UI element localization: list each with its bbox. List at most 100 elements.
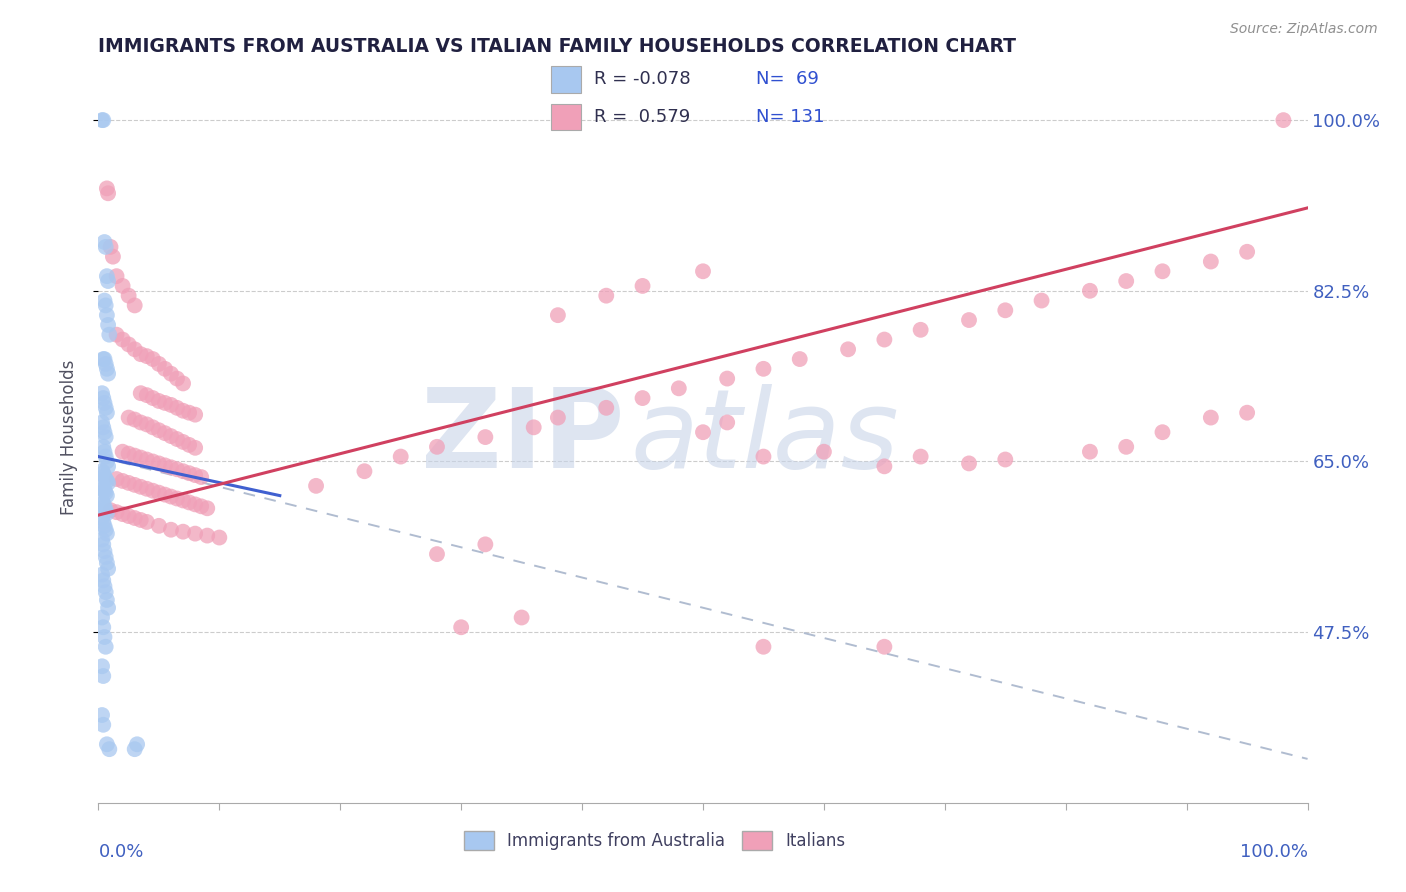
Text: ZIP: ZIP xyxy=(420,384,624,491)
Point xyxy=(96,526,118,541)
Point xyxy=(91,496,114,510)
Point xyxy=(91,567,114,582)
Point xyxy=(96,181,118,195)
Point xyxy=(129,480,152,494)
Point xyxy=(426,440,449,454)
Point xyxy=(91,391,114,405)
Point xyxy=(172,403,194,417)
Point xyxy=(127,737,149,751)
Point xyxy=(135,482,157,496)
Point xyxy=(184,526,207,541)
Point xyxy=(910,323,932,337)
Point xyxy=(190,470,212,484)
Point xyxy=(91,420,114,434)
Text: R = -0.078: R = -0.078 xyxy=(595,70,690,88)
Point xyxy=(93,630,115,644)
Point xyxy=(94,430,117,444)
Point xyxy=(97,318,120,332)
Text: R =  0.579: R = 0.579 xyxy=(595,108,690,126)
Point xyxy=(97,367,120,381)
Point xyxy=(305,479,328,493)
Point xyxy=(96,474,118,488)
Point xyxy=(426,547,449,561)
Point xyxy=(752,361,775,376)
Point xyxy=(135,388,157,402)
Point xyxy=(172,434,194,449)
Text: IMMIGRANTS FROM AUSTRALIA VS ITALIAN FAMILY HOUSEHOLDS CORRELATION CHART: IMMIGRANTS FROM AUSTRALIA VS ITALIAN FAM… xyxy=(98,37,1017,56)
Point xyxy=(105,472,128,486)
Point xyxy=(153,426,176,441)
Point xyxy=(172,524,194,539)
Point xyxy=(91,113,114,128)
Point xyxy=(692,264,714,278)
Text: 100.0%: 100.0% xyxy=(1240,843,1308,861)
Point xyxy=(1031,293,1053,308)
Point xyxy=(166,462,188,476)
Point xyxy=(184,497,207,511)
Y-axis label: Family Households: Family Households xyxy=(59,359,77,515)
Point xyxy=(118,475,141,490)
Point xyxy=(91,610,114,624)
Point xyxy=(184,441,207,455)
Point xyxy=(94,640,117,654)
Point xyxy=(111,333,134,347)
Point xyxy=(668,381,690,395)
Point xyxy=(94,585,117,599)
Point xyxy=(142,420,165,434)
Point xyxy=(105,505,128,519)
Point xyxy=(101,250,124,264)
Point xyxy=(957,313,980,327)
Point xyxy=(1115,440,1137,454)
Point xyxy=(98,742,121,756)
Point xyxy=(190,500,212,514)
Point xyxy=(166,491,188,506)
Point xyxy=(166,401,188,415)
Point xyxy=(98,327,121,342)
Point xyxy=(96,556,118,570)
Point xyxy=(93,483,115,498)
Point xyxy=(93,425,115,440)
Point xyxy=(93,396,115,410)
Point xyxy=(595,401,617,415)
Point xyxy=(91,669,114,683)
Point xyxy=(148,357,170,371)
Point xyxy=(1199,254,1222,268)
Point xyxy=(631,279,654,293)
Point xyxy=(124,742,146,756)
Point xyxy=(93,293,115,308)
Point xyxy=(124,298,146,312)
Point xyxy=(450,620,472,634)
Point xyxy=(118,447,141,461)
Point xyxy=(172,464,194,478)
Point xyxy=(789,352,811,367)
Point xyxy=(96,737,118,751)
Point xyxy=(837,343,859,357)
Point xyxy=(873,333,896,347)
Point xyxy=(184,468,207,483)
Point xyxy=(129,386,152,401)
Point xyxy=(94,401,117,415)
Point xyxy=(129,513,152,527)
Point xyxy=(994,303,1017,318)
Point xyxy=(135,417,157,432)
Point xyxy=(91,416,114,430)
Point xyxy=(129,450,152,465)
Point xyxy=(910,450,932,464)
Point xyxy=(94,240,117,254)
Text: atlas: atlas xyxy=(630,384,898,491)
Point xyxy=(91,537,114,551)
Point xyxy=(752,450,775,464)
Point xyxy=(1115,274,1137,288)
Point xyxy=(160,523,183,537)
Point xyxy=(179,438,201,452)
Point xyxy=(994,452,1017,467)
Point xyxy=(716,416,738,430)
Point xyxy=(94,357,117,371)
Point xyxy=(91,493,114,508)
Point xyxy=(160,460,183,475)
Point xyxy=(91,659,114,673)
Point xyxy=(91,511,114,525)
Point xyxy=(813,444,835,458)
Point xyxy=(166,371,188,385)
Point xyxy=(353,464,375,478)
